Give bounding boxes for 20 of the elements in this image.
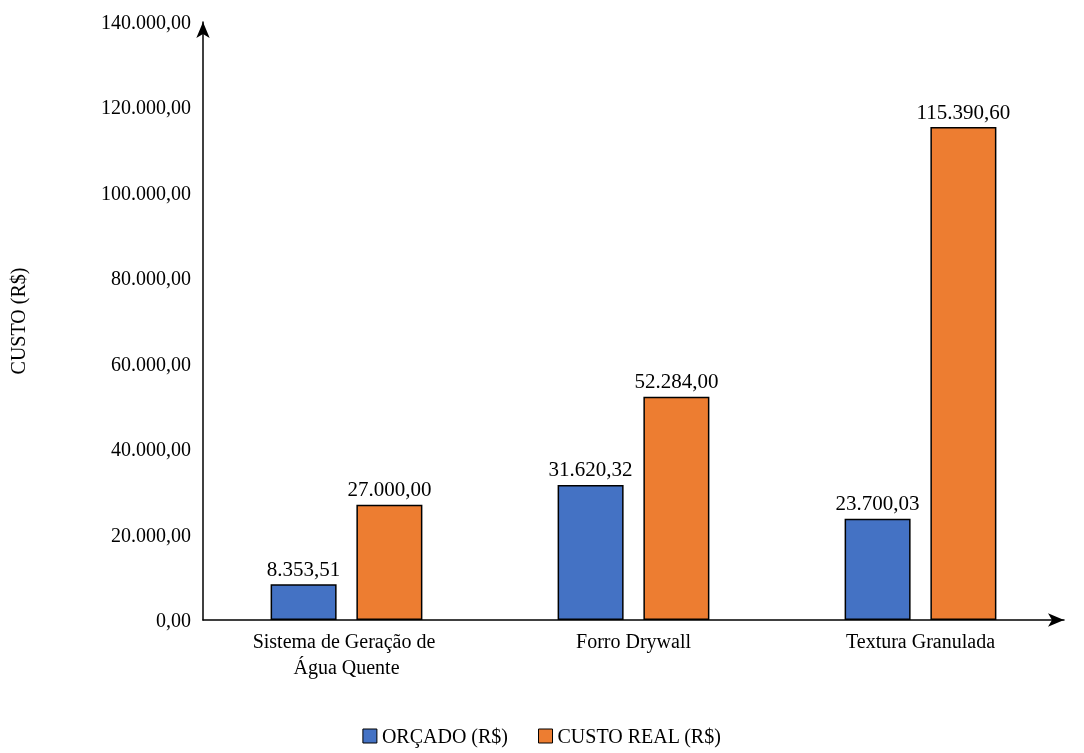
data-label: 23.700,03: [835, 491, 920, 516]
legend-label: CUSTO REAL (R$): [557, 725, 721, 748]
y-tick-label: 100.000,00: [101, 181, 191, 204]
x-tick-label: Forro Drywall: [576, 630, 692, 653]
y-tick-label: 40.000,00: [111, 438, 191, 461]
y-tick-label: 0,00: [156, 609, 191, 631]
y-tick-label: 80.000,00: [111, 267, 191, 290]
data-label: 8.353,51: [266, 556, 341, 581]
data-label: 27.000,00: [347, 477, 432, 502]
data-label: 115.390,60: [916, 99, 1011, 124]
y-tick-label: 140.000,00: [101, 11, 191, 33]
y-tick-label: 120.000,00: [101, 96, 191, 119]
data-label: 52.284,00: [634, 369, 719, 394]
y-axis-title: CUSTO (R$): [7, 267, 30, 375]
y-tick-label: 60.000,00: [111, 352, 191, 375]
y-tick-label: 20.000,00: [111, 523, 191, 546]
data-label: 31.620,32: [548, 457, 633, 482]
x-tick-label: Sistema de Geração de Água Quente: [252, 630, 441, 679]
legend-label: ORÇADO (R$): [381, 725, 509, 748]
x-tick-label: Textura Granulada: [845, 630, 996, 652]
